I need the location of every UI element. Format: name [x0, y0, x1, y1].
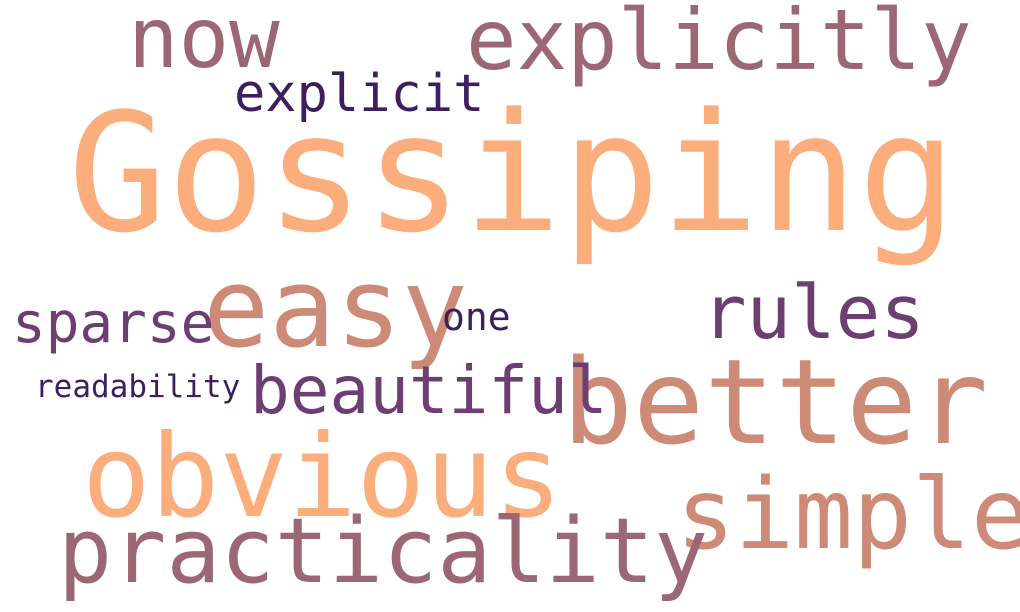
word-explicitly: explicitly [466, 0, 972, 89]
word-obvious: obvious [82, 410, 563, 543]
word-better: better [562, 333, 989, 471]
word-sparse: sparse [12, 291, 215, 356]
word-one: one [442, 295, 511, 339]
word-readability: readability [35, 369, 241, 405]
word-now: now [128, 0, 280, 87]
word-gossiping: Gossiping [68, 78, 957, 269]
word-beautiful: beautiful [250, 352, 608, 429]
word-explicit: explicit [234, 64, 485, 124]
word-easy: easy [203, 244, 468, 372]
word-practicality: practicality [58, 499, 709, 604]
word-rules: rules [702, 270, 925, 356]
word-simple: simple [676, 458, 1020, 572]
